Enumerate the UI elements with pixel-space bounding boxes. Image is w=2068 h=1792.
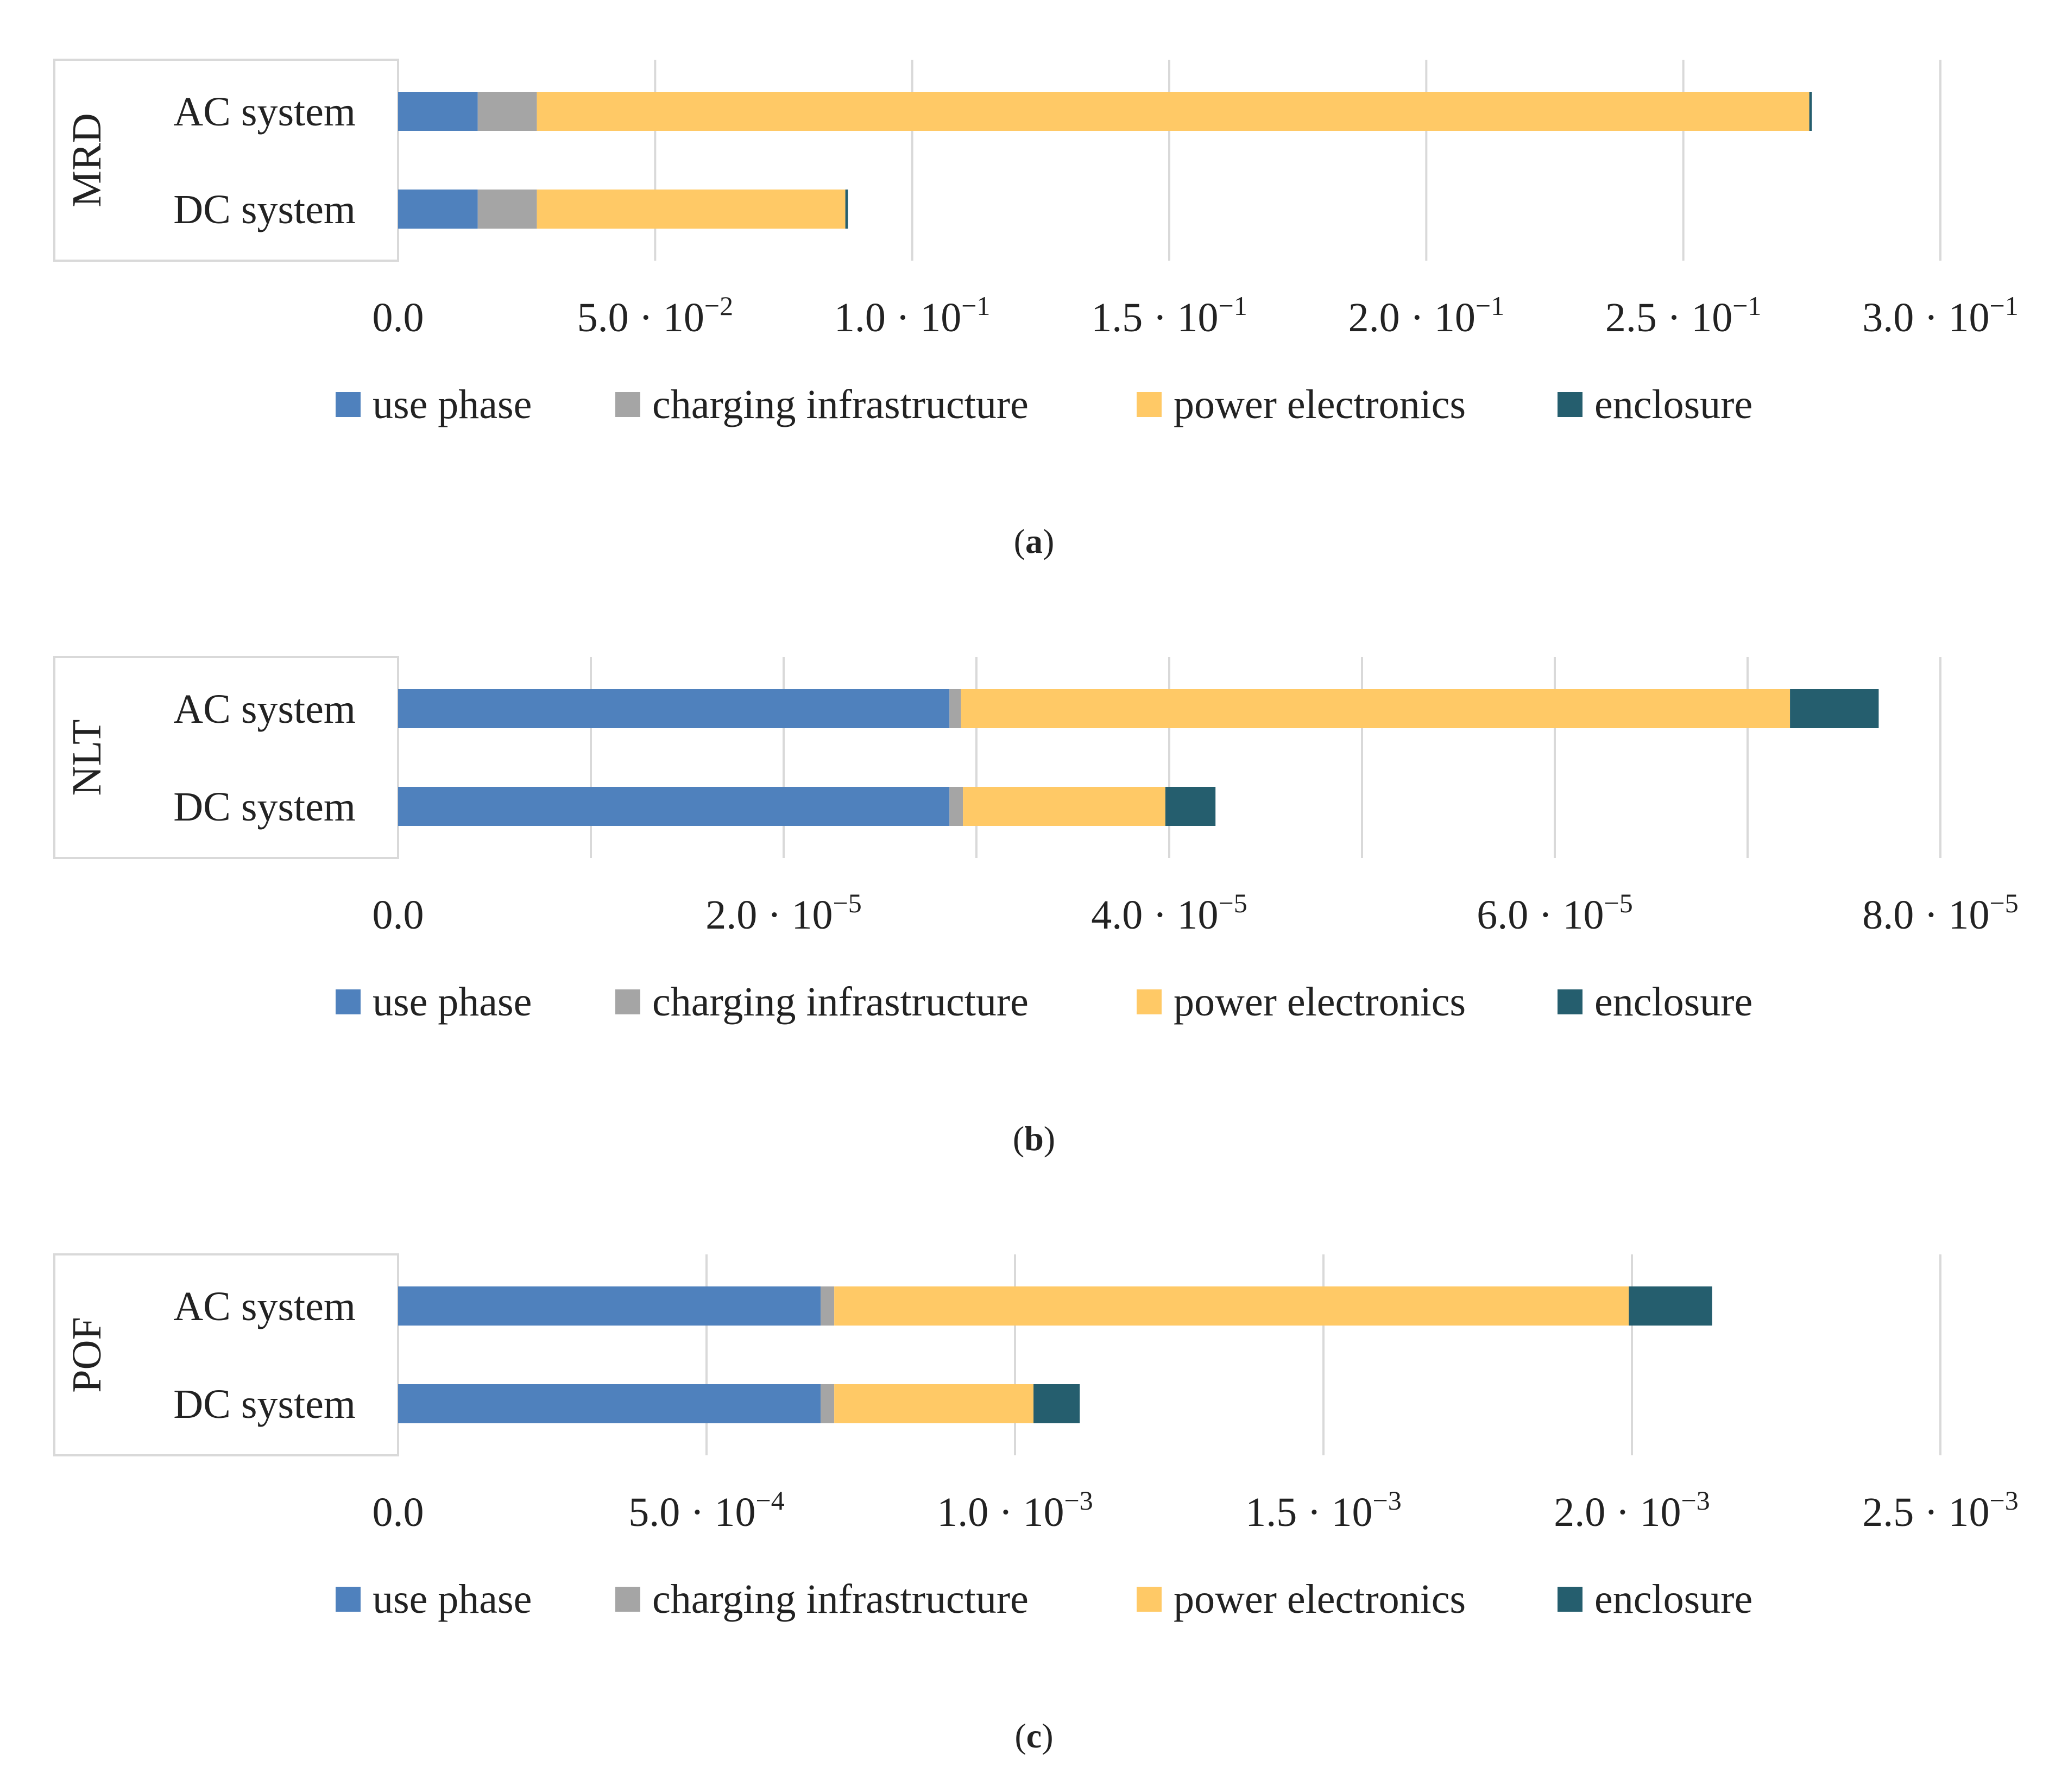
- tick-label-nlt-4: 8.0 · 10−5: [1862, 888, 2019, 938]
- chart-pof: POF AC system DC system 0.0 5.0 · 10−4 1.0 · …: [53, 1253, 2019, 1622]
- bar-ac-system-power-electronics: [537, 92, 1809, 131]
- legend-swatch-use-phase: [336, 392, 361, 417]
- tick-label-mrd-0: 0.0: [373, 295, 424, 340]
- bar-dc-system-enclosure: [1033, 1384, 1080, 1423]
- category-label-dc-system: DC system: [173, 1381, 356, 1427]
- chart-mrd: MRD AC system DC system 0.0 5.0 · 10−2 1.0 · …: [53, 59, 2019, 427]
- group-label-nlt: NLT: [64, 720, 110, 796]
- legend-label-use-phase: use phase: [373, 1576, 532, 1622]
- tick-label-pof-0: 0.0: [373, 1490, 424, 1535]
- bar-dc-system-power-electronics: [537, 190, 846, 229]
- legend-label-use-phase: use phase: [373, 382, 532, 427]
- tick-label-nlt-3: 6.0 · 10−5: [1477, 888, 1633, 938]
- tick-label-mrd-4: 2.0 · 10−1: [1348, 291, 1505, 340]
- bar-dc-system-use-phase: [398, 190, 478, 229]
- bar-ac-system-enclosure: [1629, 1286, 1712, 1326]
- tick-label-nlt-2: 4.0 · 10−5: [1091, 888, 1247, 938]
- bar-ac-system-power-electronics: [961, 689, 1790, 728]
- caption-a: (a): [1013, 522, 1055, 560]
- tick-label-pof-3: 1.5 · 10−3: [1245, 1485, 1402, 1535]
- bar-ac-system-use-phase: [398, 1286, 821, 1326]
- category-label-box-nlt: [53, 656, 399, 859]
- legend-label-charging-infrastructure: charging infrastructure: [652, 1576, 1029, 1622]
- tick-label-pof-5: 2.5 · 10−3: [1862, 1485, 2019, 1535]
- legend-label-enclosure: enclosure: [1594, 979, 1752, 1025]
- bar-dc-system-power-electronics: [834, 1384, 1034, 1423]
- legend-swatch-charging-infrastructure: [615, 392, 640, 417]
- legend-label-use-phase: use phase: [373, 979, 532, 1025]
- chart-panel-pof: POF AC system DC system 0.0 5.0 · 10−4 1.0 · …: [0, 1195, 2068, 1792]
- tick-label-mrd-6: 3.0 · 10−1: [1862, 291, 2019, 340]
- legend-swatch-power-electronics: [1137, 989, 1162, 1014]
- legend-label-charging-infrastructure: charging infrastructure: [652, 382, 1029, 427]
- caption-b: (b): [1012, 1119, 1056, 1158]
- category-label-box-pof: [53, 1253, 399, 1456]
- group-label-mrd: MRD: [64, 113, 110, 207]
- bar-ac-system-charging-infrastructure: [821, 1286, 835, 1326]
- tick-label-nlt-0: 0.0: [373, 892, 424, 938]
- bar-dc-system-use-phase: [398, 1384, 821, 1423]
- legend-label-enclosure: enclosure: [1594, 382, 1752, 427]
- tick-label-mrd-5: 2.5 · 10−1: [1605, 291, 1762, 340]
- category-label-ac-system: AC system: [173, 686, 356, 732]
- legend-swatch-use-phase: [336, 989, 361, 1014]
- legend-swatch-enclosure: [1558, 1587, 1582, 1612]
- legend-swatch-use-phase: [336, 1587, 361, 1612]
- caption-a-letter: a: [1025, 522, 1043, 560]
- bar-dc-system-power-electronics: [963, 787, 1165, 826]
- legend-swatch-power-electronics: [1137, 1587, 1162, 1612]
- bar-ac-system-power-electronics: [834, 1286, 1629, 1326]
- chart-panel-mrd: MRD AC system DC system 0.0 5.0 · 10−2 1.0 · …: [0, 0, 2068, 597]
- legend-swatch-enclosure: [1558, 989, 1582, 1014]
- legend-label-power-electronics: power electronics: [1174, 979, 1466, 1025]
- bar-ac-system-use-phase: [398, 689, 950, 728]
- legend-swatch-enclosure: [1558, 392, 1582, 417]
- category-label-ac-system: AC system: [173, 1284, 356, 1329]
- bar-ac-system-charging-infrastructure: [477, 92, 537, 131]
- caption-b-letter: b: [1024, 1119, 1044, 1158]
- legend-swatch-charging-infrastructure: [615, 1587, 640, 1612]
- bar-dc-system-charging-infrastructure: [477, 190, 537, 229]
- bar-ac-system-enclosure: [1790, 689, 1879, 728]
- tick-label-pof-1: 5.0 · 10−4: [628, 1485, 785, 1535]
- tick-label-pof-4: 2.0 · 10−3: [1554, 1485, 1710, 1535]
- category-label-ac-system: AC system: [173, 89, 356, 135]
- bar-ac-system-enclosure: [1809, 92, 1812, 131]
- chart-panel-nlt: NLT AC system DC system 0.0 2.0 · 10−5 4.0 · …: [0, 597, 2068, 1195]
- category-label-box-mrd: [53, 59, 399, 262]
- category-label-dc-system: DC system: [173, 784, 356, 830]
- caption-c-letter: c: [1026, 1717, 1042, 1755]
- tick-label-mrd-3: 1.5 · 10−1: [1091, 291, 1247, 340]
- tick-label-mrd-2: 1.0 · 10−1: [834, 291, 991, 340]
- bar-dc-system-use-phase: [398, 787, 950, 826]
- caption-c: (c): [1014, 1717, 1054, 1755]
- tick-label-mrd-1: 5.0 · 10−2: [577, 291, 734, 340]
- tick-label-nlt-1: 2.0 · 10−5: [705, 888, 862, 938]
- legend-swatch-power-electronics: [1137, 392, 1162, 417]
- chart-nlt: NLT AC system DC system 0.0 2.0 · 10−5 4.0 · …: [53, 656, 2019, 1025]
- legend-label-power-electronics: power electronics: [1174, 382, 1466, 427]
- legend-swatch-charging-infrastructure: [615, 989, 640, 1014]
- bar-ac-system-use-phase: [398, 92, 478, 131]
- legend-label-enclosure: enclosure: [1594, 1576, 1752, 1622]
- category-label-dc-system: DC system: [173, 187, 356, 232]
- bar-dc-system-enclosure: [1165, 787, 1216, 826]
- group-label-pof: POF: [64, 1317, 110, 1392]
- bar-ac-system-charging-infrastructure: [949, 689, 961, 728]
- bar-dc-system-charging-infrastructure: [949, 787, 963, 826]
- legend-label-power-electronics: power electronics: [1174, 1576, 1466, 1622]
- bar-dc-system-charging-infrastructure: [821, 1384, 835, 1423]
- legend-label-charging-infrastructure: charging infrastructure: [652, 979, 1029, 1025]
- bar-dc-system-enclosure: [845, 190, 848, 229]
- tick-label-pof-2: 1.0 · 10−3: [937, 1485, 1093, 1535]
